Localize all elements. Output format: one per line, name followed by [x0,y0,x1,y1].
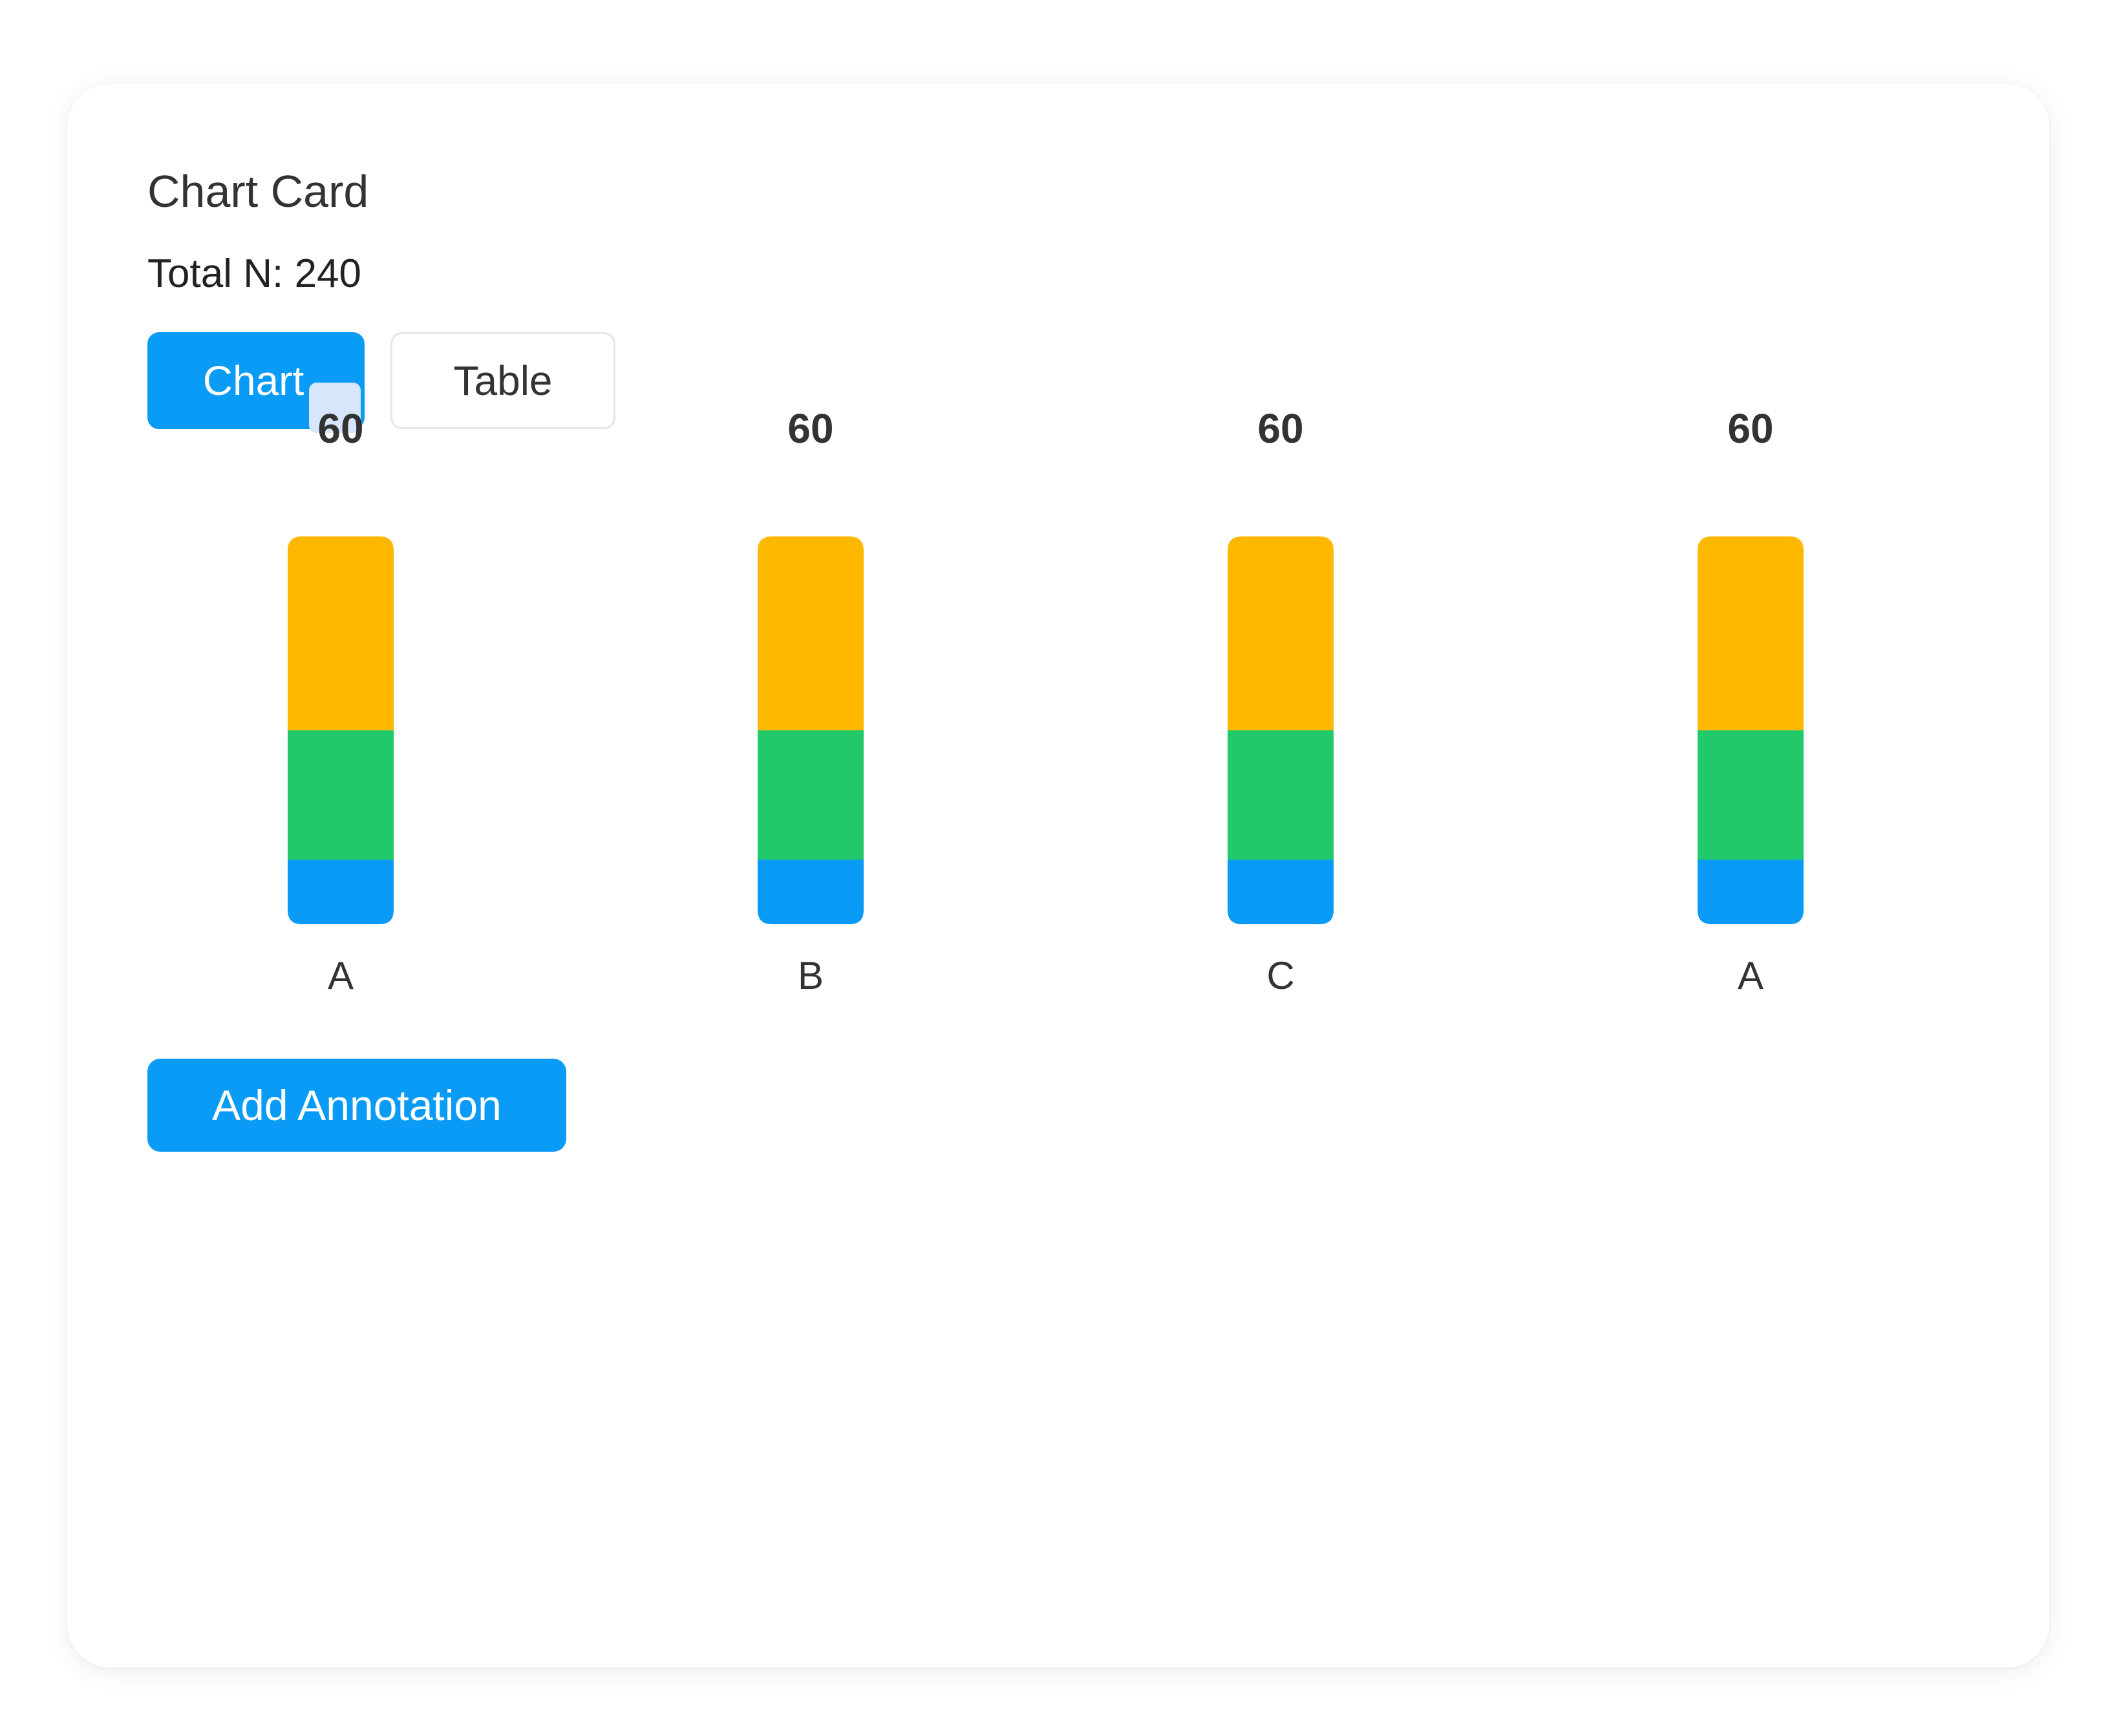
total-value: 240 [294,251,362,296]
bar-segment [288,536,394,730]
tab-table-label: Table [453,357,553,404]
total-label: Total N: [147,251,284,296]
category-label: B [798,954,824,997]
bar-segment [758,730,864,860]
bar-segment [1698,730,1804,860]
bar-group [288,536,394,924]
total-count: Total N: 240 [147,251,361,297]
bar-segment [288,860,394,924]
bar-total-label: 60 [787,405,833,452]
tab-table[interactable]: Table [390,332,615,429]
category-label: A [1738,954,1764,997]
bar-group [758,536,864,924]
overlap-highlight [309,383,361,433]
bar-segment [1228,730,1334,860]
category-label: C [1266,954,1294,997]
bar-total-label: 60 [317,405,363,452]
bar-segment [1228,536,1334,730]
bar-segment [1228,860,1334,924]
bar-segment [758,536,864,730]
stacked-bar-chart: 60 A 60 B 60 C 60 A [288,405,1804,997]
card-title: Chart Card [147,166,369,217]
bar-group [1228,536,1334,924]
bar-segment [1698,536,1804,730]
tab-chart-label: Chart [202,357,304,404]
bar-segment [288,730,394,860]
category-label: A [328,954,354,997]
bar-total-label: 60 [1727,405,1773,452]
chart-card: Chart Card Total N: 240 Chart Table 60 A 60… [67,84,2049,1667]
bar-segment [758,860,864,924]
add-annotation-button[interactable]: Add Annotation [147,1059,566,1152]
bar-total-label: 60 [1257,405,1303,452]
bar-group [1698,536,1804,924]
bar-segment [1698,860,1804,924]
